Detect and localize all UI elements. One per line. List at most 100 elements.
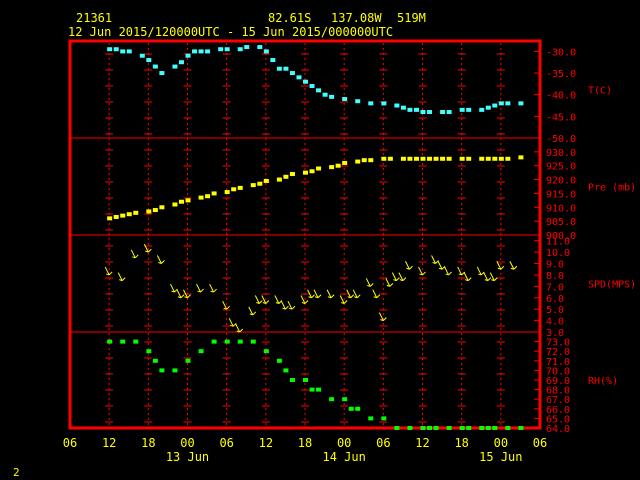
y-tick-label: 3.0 (546, 328, 564, 339)
wind-barb-head (399, 279, 404, 282)
wind-barb-head (497, 267, 501, 270)
wind-barb (143, 243, 152, 253)
y-tick-label: 9.0 (546, 260, 564, 271)
wind-barb-head (441, 265, 446, 270)
y-tick-label: 11.0 (546, 237, 570, 248)
temp-point (263, 49, 269, 54)
rh-point (427, 426, 433, 430)
wind-barb-head (285, 305, 289, 310)
wind-barb (156, 255, 165, 265)
wind-barb (222, 300, 231, 310)
panel-label: RH(%) (588, 376, 618, 387)
y-tick-label: 64.0 (546, 424, 570, 435)
wind-barb-head (288, 307, 293, 310)
station-id: 21361 (76, 11, 113, 25)
rh-point (466, 426, 472, 430)
rh-point (355, 406, 361, 411)
page-number: 2 (13, 466, 20, 479)
rh-point (120, 339, 126, 344)
wind-barb-head (341, 301, 345, 304)
y-tick-label: 72.0 (546, 347, 570, 358)
wind-barb-head (422, 271, 426, 276)
temp-point (381, 101, 387, 106)
wind-barb-shaft (346, 289, 352, 298)
axis-labels: 06 12 18 00 06 12 18 00 06 12 18 00 06 13 Jun 14 Jun 15… (63, 47, 636, 464)
temp-point (270, 58, 276, 63)
rh-point (172, 368, 178, 373)
wind-barb-shaft (496, 261, 502, 270)
wind-barb-head (369, 282, 374, 287)
pressure-point (433, 156, 439, 161)
temp-point (446, 110, 452, 115)
wind-barb (489, 272, 498, 282)
wind-barb-head (232, 322, 237, 327)
temp-point (342, 97, 348, 102)
wind-barb-head (480, 271, 485, 276)
wind-barb-head (108, 271, 113, 276)
y-tick-label: 7.0 (546, 282, 564, 293)
wind-barb (463, 272, 472, 282)
wind-barb-head (161, 260, 165, 264)
wind-barb (183, 289, 191, 299)
rh-point (316, 387, 322, 392)
rh-point (479, 426, 485, 430)
wind-barb (391, 272, 400, 282)
wind-barb-head (445, 273, 449, 276)
wind-barb (326, 289, 335, 299)
wind-barb (509, 261, 518, 270)
wind-barb (274, 295, 283, 304)
pressure-point (446, 156, 452, 161)
x-tick-label: 06 (376, 436, 390, 450)
rh-point (237, 339, 243, 344)
rh-point (152, 358, 158, 363)
wind-barb-head (171, 290, 175, 293)
pressure-point (250, 183, 256, 188)
rh-point (303, 378, 308, 382)
latitude: 82.61S (268, 11, 312, 25)
rh-point (348, 406, 354, 411)
wind-barb-head (356, 294, 361, 299)
wind-barb-shaft (385, 278, 391, 287)
rh-point (276, 358, 282, 363)
wind-barb (444, 266, 452, 276)
rh-point (505, 426, 511, 430)
temp-point (296, 75, 302, 80)
y-tick-label: 905.0 (546, 217, 576, 228)
wind-barb-head (419, 273, 423, 276)
wind-barb (248, 306, 257, 316)
wind-barb-head (275, 301, 280, 304)
wind-barb-shaft (307, 289, 312, 298)
wind-barb-head (330, 294, 335, 299)
pressure-point (361, 158, 367, 163)
wind-barb-head (147, 248, 152, 253)
temp-point (139, 53, 145, 58)
x-tick-label: 18 (454, 436, 468, 450)
wind-barb (431, 255, 439, 265)
wind-barb-head (106, 273, 110, 276)
wind-barb (352, 289, 361, 299)
temp-point (205, 49, 211, 54)
temp-point (283, 66, 289, 71)
wind-barb-head (236, 330, 240, 333)
pressure-point (407, 156, 413, 161)
wind-barb-head (282, 307, 286, 310)
temp-point (172, 64, 178, 69)
pressure-point (113, 214, 119, 219)
temp-point (505, 101, 511, 106)
rh-point (433, 426, 439, 430)
wind-barb-head (389, 282, 394, 287)
temp-point (368, 101, 374, 106)
wind-barb-head (158, 262, 162, 265)
wind-barb-head (402, 277, 407, 282)
temp-point (244, 45, 250, 50)
panel-label: SPD(MPS) (588, 280, 636, 291)
wind-barb-shaft (143, 243, 149, 253)
temp-point (440, 110, 446, 115)
wind-barb-shaft (313, 289, 319, 298)
temp-point (459, 107, 465, 112)
pressure-point (263, 178, 269, 183)
pressure-point (231, 187, 237, 192)
wind-barb-head (438, 267, 443, 270)
wind-barb-head (347, 296, 351, 299)
pressure-point (485, 156, 491, 161)
